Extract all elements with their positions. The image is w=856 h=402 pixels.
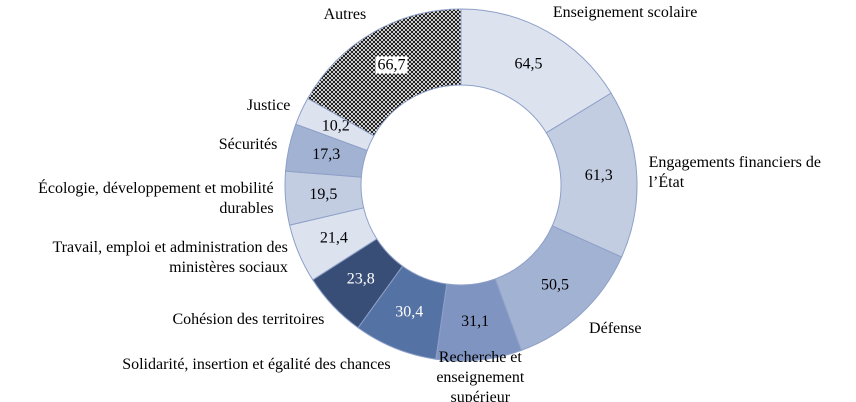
category-label: Écologie, développement et mobilité dura…: [38, 180, 274, 218]
value-label: 10,2: [322, 118, 350, 135]
value-label: 19,5: [309, 186, 337, 203]
category-label: Solidarité, insertion et égalité des cha…: [122, 356, 391, 374]
value-label: 66,7: [377, 56, 405, 73]
value-label-bg: [375, 56, 408, 74]
value-label: 61,3: [585, 167, 613, 184]
value-label: 30,4: [395, 304, 423, 321]
category-label: Sécurités: [218, 135, 278, 153]
value-label: 21,4: [320, 229, 348, 246]
category-label: Défense: [589, 319, 642, 337]
category-label: Justice: [246, 97, 291, 115]
value-label: 23,8: [347, 270, 375, 287]
value-label: 31,1: [461, 313, 489, 330]
category-label: Autres: [323, 5, 367, 23]
value-label: 17,3: [312, 146, 340, 163]
category-label: Cohésion des territoires: [172, 311, 325, 329]
category-label: Recherche et enseignement supérieur: [436, 349, 525, 402]
value-label: 50,5: [541, 277, 569, 294]
value-label: 64,5: [514, 55, 542, 72]
category-label: Travail, emploi et administration des mi…: [52, 239, 288, 277]
category-label: Engagements financiers de l’État: [648, 154, 821, 192]
category-label: Enseignement scolaire: [552, 3, 698, 21]
